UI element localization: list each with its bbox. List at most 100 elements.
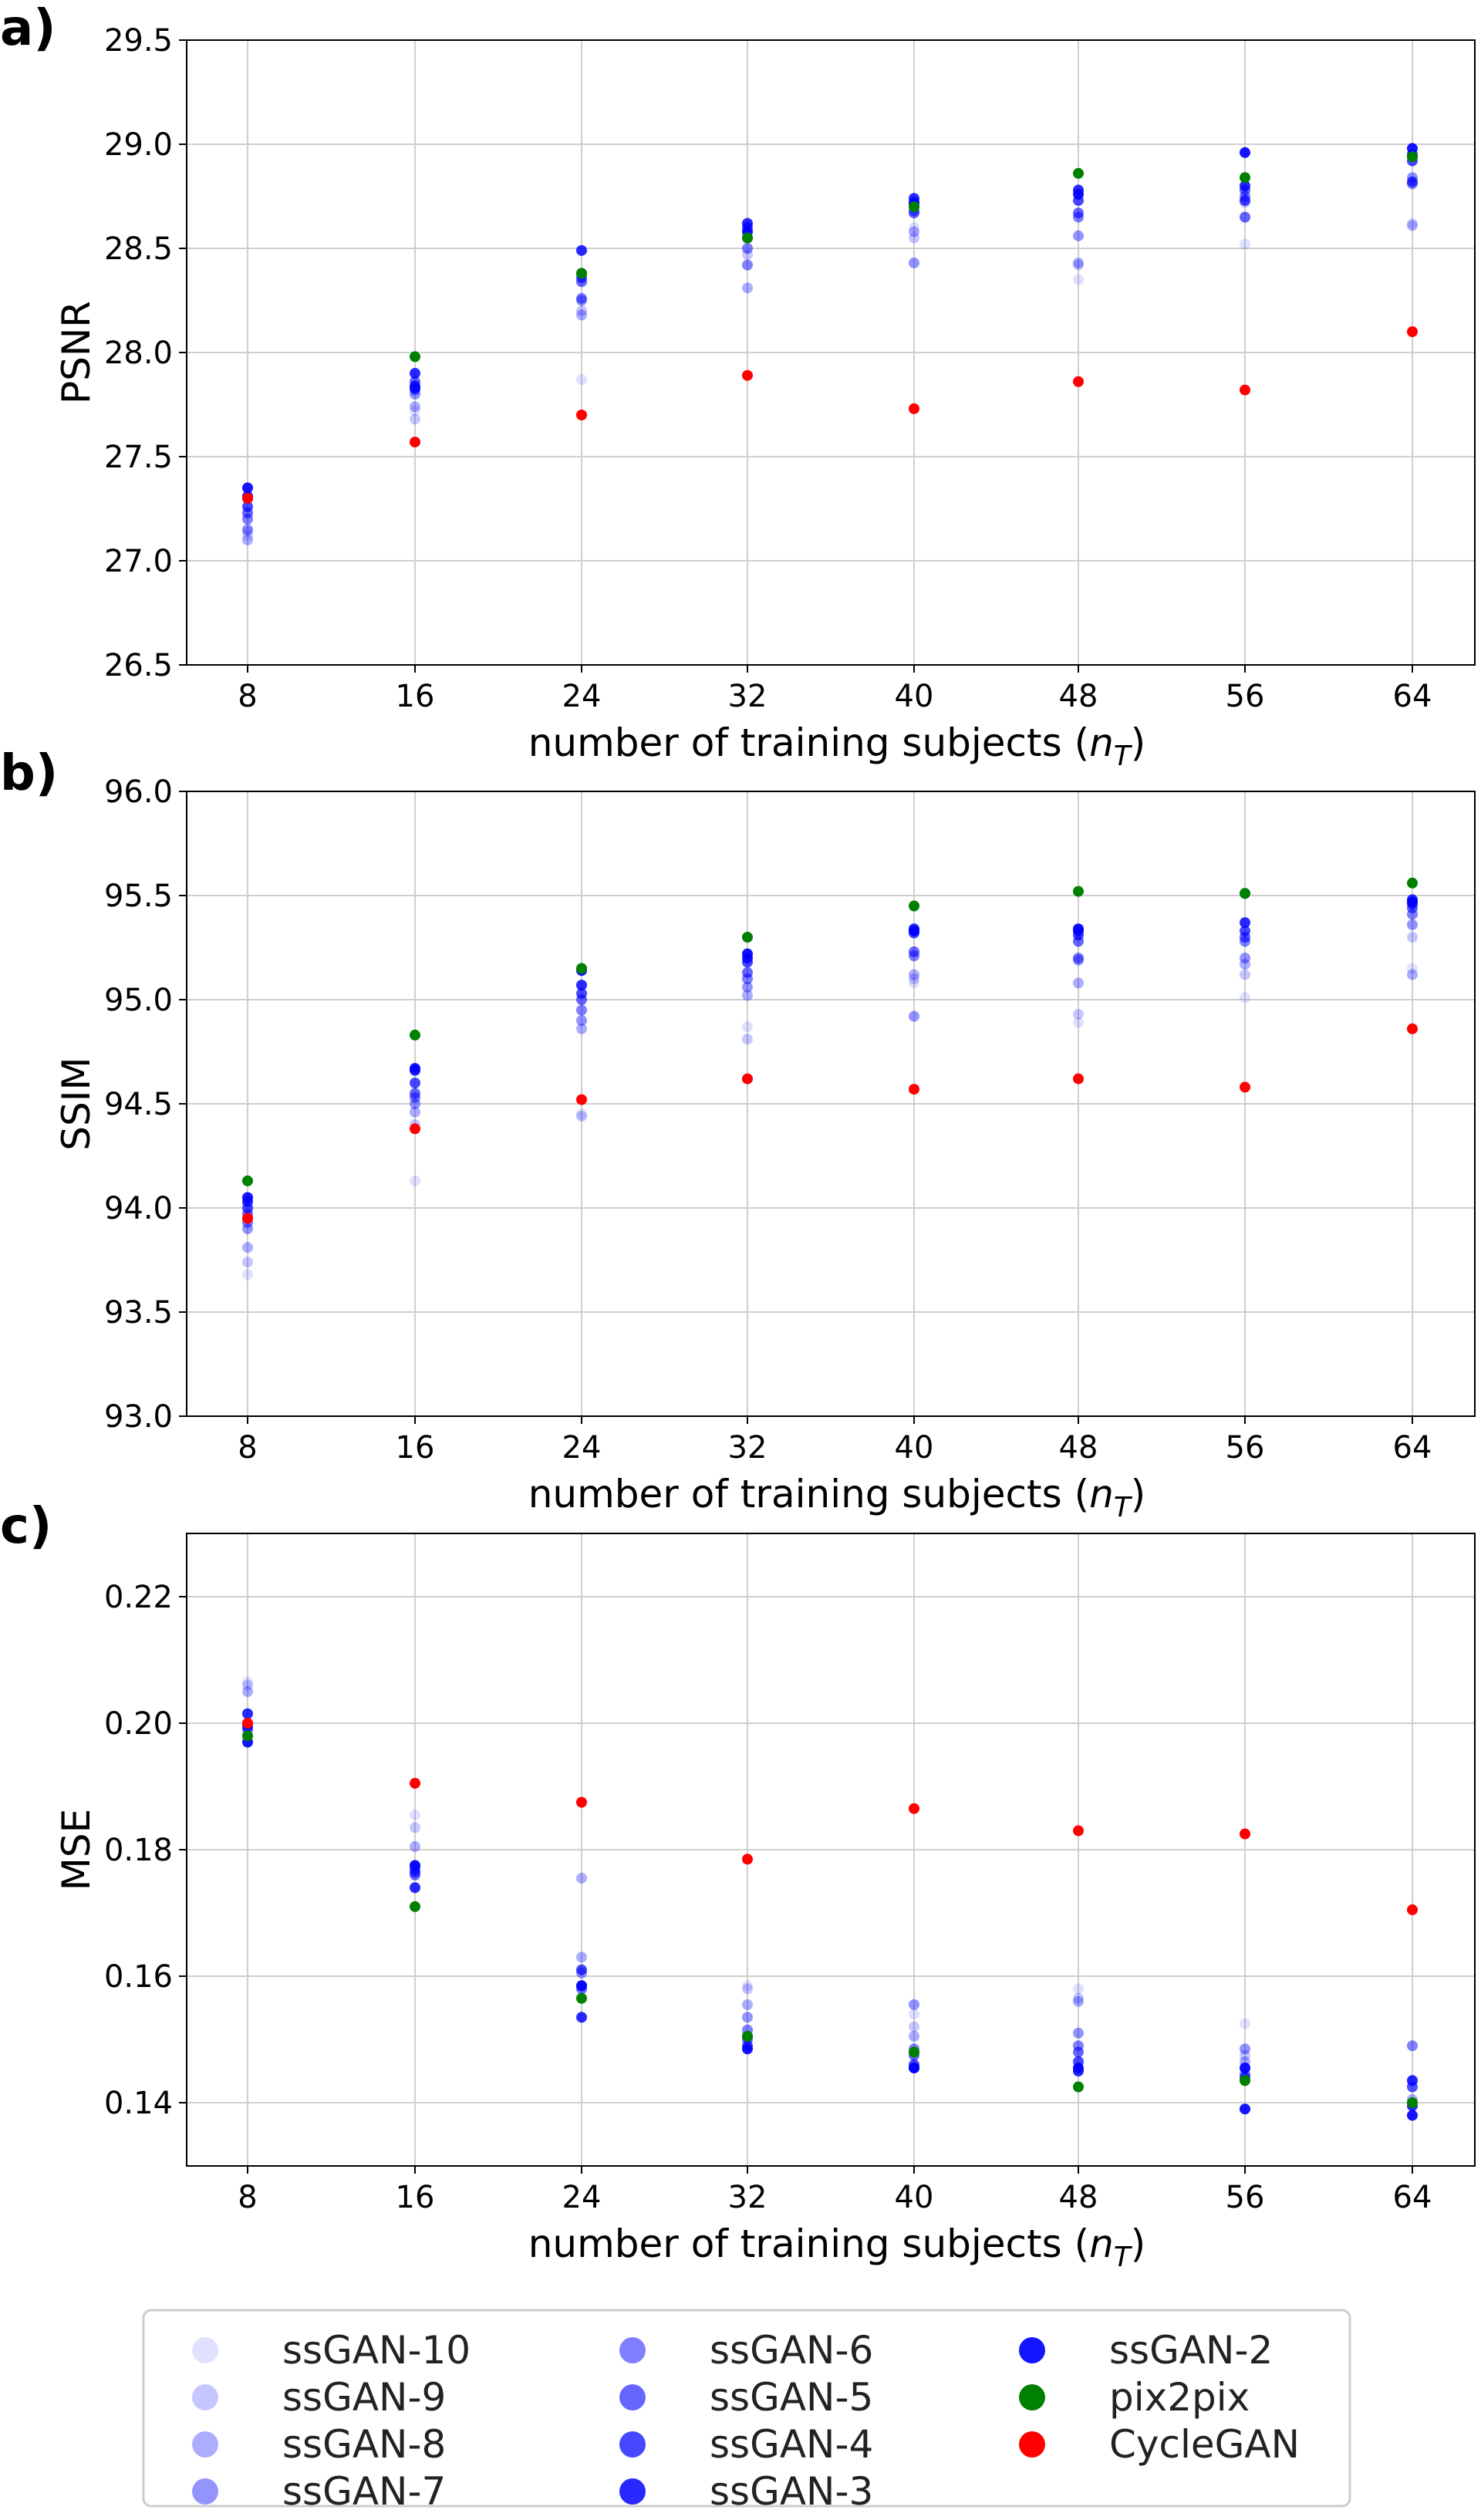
panel-label: b) [0,745,58,802]
data-point [242,1686,253,1697]
data-point [410,405,420,417]
data-point [1073,1073,1084,1085]
data-point [576,980,587,991]
data-point [909,201,919,212]
data-point [742,259,753,271]
data-point [242,1676,253,1688]
data-point [1073,376,1084,387]
data-point [1407,2040,1418,2052]
legend: ssGAN-10ssGAN-9ssGAN-8ssGAN-7ssGAN-6ssGA… [142,2309,1351,2514]
y-tick-label: 93.0 [104,1399,173,1435]
data-point [242,1242,253,1253]
data-point [576,1094,587,1105]
x-tick-label: 64 [1393,679,1432,714]
y-axis-label: PSNR [54,301,99,404]
data-point [1073,1983,1084,1995]
data-point [576,1872,587,1884]
data-point [1240,384,1250,396]
x-tick-label: 64 [1393,1430,1432,1466]
data-point [1407,2097,1418,2108]
data-point [1240,211,1250,223]
data-point [242,1269,253,1280]
data-point [1407,151,1418,163]
data-point [410,401,420,413]
data-point [410,437,420,448]
data-point [1073,230,1084,241]
data-point [1407,969,1418,980]
data-point [1073,977,1084,989]
legend-marker [619,2431,646,2458]
data-point [576,305,587,316]
data-point [410,413,420,425]
data-point [410,1078,420,1088]
data-point [1073,1992,1084,2004]
data-point [1407,143,1418,154]
legend-marker [192,2337,218,2363]
data-point [1073,259,1084,271]
data-point [1407,2075,1418,2087]
y-tick-label: 29.0 [104,127,173,163]
data-point [1073,886,1084,897]
legend-marker [619,2384,646,2410]
data-point [909,925,919,936]
data-point [1073,923,1084,935]
legend-label: ssGAN-6 [710,2328,873,2373]
x-tick-label: 56 [1226,1430,1265,1466]
y-tick-label: 0.14 [104,2086,173,2121]
data-point [1240,1081,1250,1093]
y-tick-label: 27.0 [104,544,173,579]
data-point [1240,888,1250,899]
data-point [1407,220,1418,231]
data-point [242,1257,253,1268]
data-point [242,1213,253,1224]
y-tick-label: 0.16 [104,1959,173,1995]
data-point [742,1854,753,1865]
data-point [242,1192,253,1203]
data-point [576,1872,587,1884]
legend-marker [1019,2431,1045,2458]
legend-label: ssGAN-4 [710,2422,873,2467]
data-point [1073,188,1084,200]
data-point [742,282,753,294]
data-point [576,245,587,256]
legend-marker [192,2384,218,2410]
data-point [576,1015,587,1026]
data-point [1407,932,1418,943]
data-point [410,1840,420,1852]
data-point [1407,326,1418,337]
panel-2: 8 16 24 32 40 48 56 64 93.0 93.5 94.0 94.5 95.0 95.5 9… [0,745,1476,1523]
data-point [242,535,253,545]
panel-1: 8 16 24 32 40 48 56 64 26.5 27.0 27.5 28.0 28.5 29.0 2… [0,0,1476,772]
data-point [1073,2027,1084,2039]
data-point [1073,207,1084,219]
panel-3: 8 16 24 32 40 48 56 64 0.14 0.16 0.18 0.20 0.22 MSE nu… [0,1498,1476,2273]
x-tick-label: 32 [728,679,767,714]
y-tick-label: 93.5 [104,1295,173,1331]
data-point [1240,194,1250,206]
y-tick-label: 28.0 [104,336,173,371]
data-point [576,1796,587,1808]
data-point [1073,1008,1084,1020]
data-point [742,981,753,993]
data-point [242,1730,253,1742]
x-axis-label: number of training subjects (nT) [528,720,1146,772]
data-point [1073,953,1084,963]
data-point [909,2062,919,2073]
y-tick-label: 96.0 [104,774,173,810]
data-point [1073,2081,1084,2093]
data-point [742,1073,753,1085]
data-point [1240,2018,1250,2029]
data-point [909,900,919,912]
x-tick-label: 24 [562,1430,602,1466]
x-tick-label: 48 [1059,679,1098,714]
x-tick-label: 8 [238,1430,257,1466]
data-point [242,1718,253,1729]
data-point [576,309,587,321]
data-point [242,526,253,538]
legend-marker [192,2431,218,2458]
x-axis-label: number of training subjects (nT) [528,1472,1146,1523]
data-point [742,1034,753,1045]
data-point [1240,172,1250,184]
data-point [1240,211,1250,223]
data-point [1240,2062,1250,2073]
